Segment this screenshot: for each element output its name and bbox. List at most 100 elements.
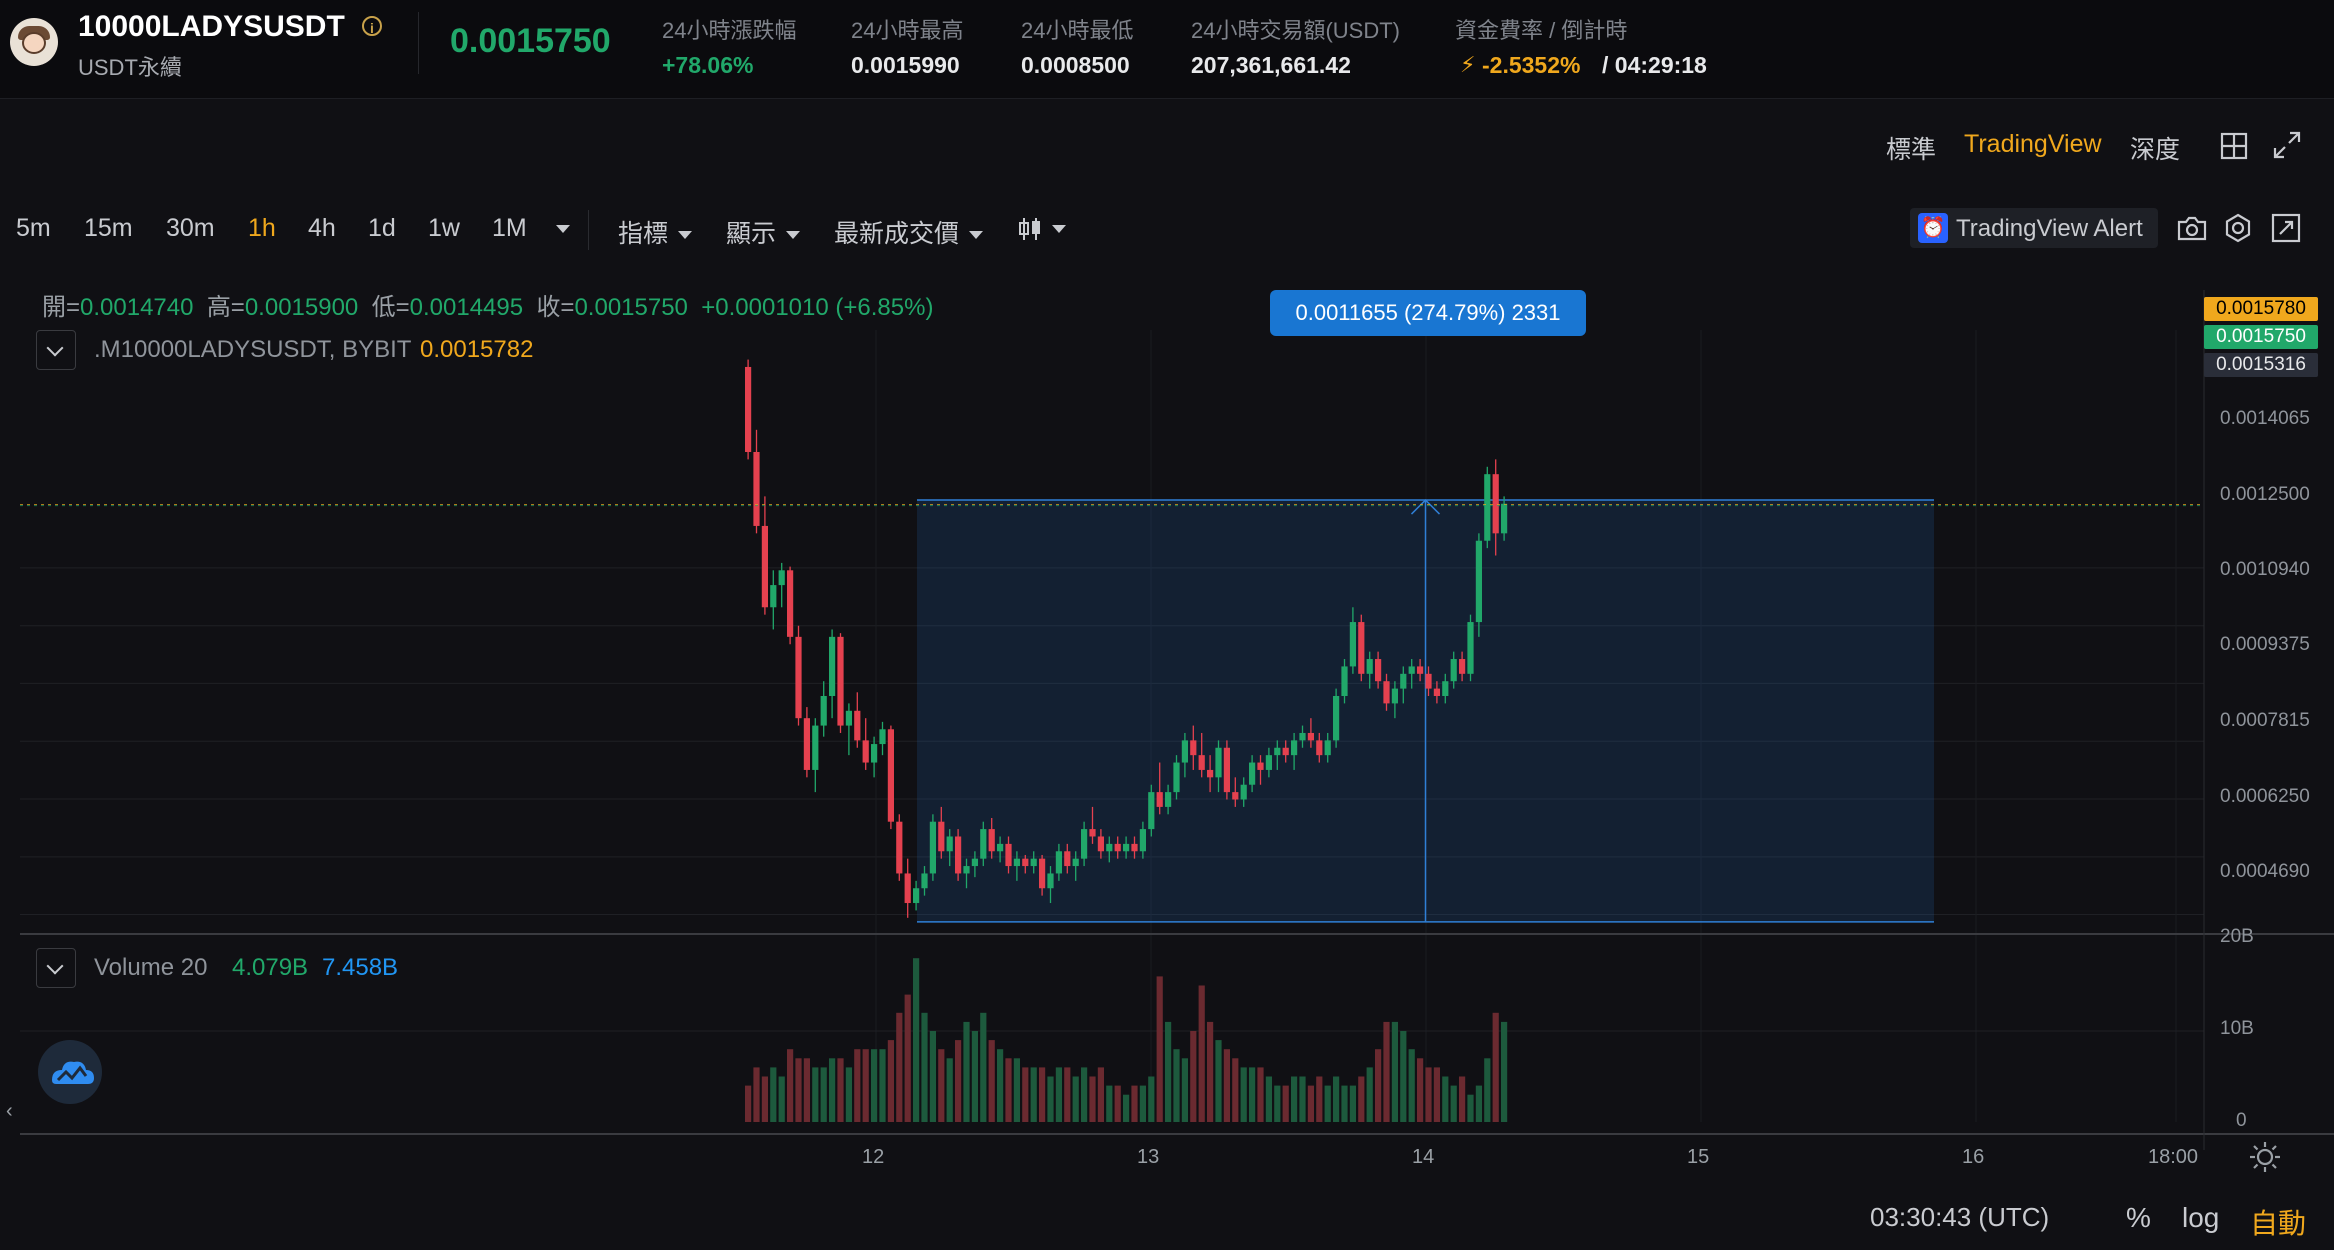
timeframe-1h[interactable]: 1h <box>248 214 276 242</box>
chart-type-menu[interactable] <box>1018 214 1066 243</box>
ticker-bar: 10000LADYSUSDT i USDT永續 0.0015750 24小時漲跌… <box>0 0 2334 99</box>
legend-collapse-button[interactable] <box>36 330 76 370</box>
fullscreen-chart-icon[interactable] <box>2270 212 2302 244</box>
volume-bar <box>1055 1067 1062 1122</box>
time-axis-label: 13 <box>1137 1146 1160 1168</box>
volume-bar <box>1274 1085 1281 1122</box>
volume-label: Volume 20 <box>94 954 208 981</box>
price-axis-label: 0.0009375 <box>2220 634 2310 655</box>
timeframe-5m[interactable]: 5m <box>16 214 51 242</box>
timeframe-1d[interactable]: 1d <box>368 214 396 242</box>
volume-bar <box>1190 1031 1197 1122</box>
timeframe-more-dropdown[interactable] <box>546 214 570 243</box>
volume-bar <box>1181 1058 1188 1122</box>
fullscreen-icon[interactable] <box>2272 130 2302 160</box>
layout-grid-icon[interactable] <box>2220 132 2248 160</box>
legend-price: 0.0015782 <box>420 336 534 363</box>
sun-settings-icon[interactable] <box>2248 1140 2282 1174</box>
candle-body <box>1064 851 1071 867</box>
chevron-down-icon <box>678 231 693 240</box>
candle-body <box>778 570 785 586</box>
stat-label-change: 24小時漲跌幅 <box>662 18 797 43</box>
volume-bar <box>1240 1067 1247 1122</box>
candle-body <box>1055 851 1062 874</box>
candle-body <box>1299 732 1306 741</box>
volume-bar <box>1072 1076 1079 1122</box>
alert-label: TradingView Alert <box>1956 215 2143 242</box>
bybit-logo[interactable] <box>38 1040 102 1104</box>
tab-tradingview[interactable]: TradingView <box>1964 130 2102 158</box>
indicators-label: 指標 <box>618 220 669 248</box>
volume-bar <box>971 1031 978 1122</box>
info-icon[interactable]: i <box>362 16 382 36</box>
display-menu[interactable]: 顯示 <box>726 214 801 250</box>
timeframe-4h[interactable]: 4h <box>308 214 336 242</box>
coin-avatar <box>10 18 58 66</box>
volume-bar <box>1442 1076 1449 1122</box>
volume-bar <box>1450 1085 1457 1122</box>
candle-body <box>1131 843 1138 852</box>
tradingview-alert-button[interactable]: ⏰ TradingView Alert <box>1910 208 2158 248</box>
candle-body <box>913 888 920 904</box>
price-chart[interactable] <box>0 270 2334 1150</box>
auto-scale-toggle[interactable]: 自動 <box>2250 1208 2307 1239</box>
chevron-down-icon <box>786 231 801 240</box>
price-axis-label: 0.0006250 <box>2220 786 2310 807</box>
volume-bar <box>1022 1067 1029 1122</box>
volume-bar <box>1400 1031 1407 1122</box>
candle-body <box>955 836 962 874</box>
settings-icon[interactable] <box>2222 212 2254 244</box>
candle-body <box>1375 659 1382 682</box>
volume-bar <box>1484 1058 1491 1122</box>
chevron-down-icon <box>1052 225 1066 234</box>
volume-bar <box>1316 1076 1323 1122</box>
volume-bar <box>753 1067 760 1122</box>
candle-body <box>1417 666 1424 674</box>
candle-body <box>1114 843 1121 852</box>
volume-bar <box>1064 1067 1071 1122</box>
candle-body <box>1173 762 1180 793</box>
candle-body <box>1400 673 1407 689</box>
volume-bar <box>1492 1012 1499 1122</box>
low-value: 0.0014495 <box>409 294 524 321</box>
volume-bar <box>904 994 911 1122</box>
camera-icon[interactable] <box>2176 214 2208 242</box>
stat-label-low: 24小時最低 <box>1021 18 1134 43</box>
candle-body <box>745 366 752 452</box>
time-axis-label: 18:00 <box>2148 1146 2199 1168</box>
symbol-name[interactable]: 10000LADYSUSDT <box>78 10 345 43</box>
volume-bar <box>929 1031 936 1122</box>
timeframe-30m[interactable]: 30m <box>166 214 215 242</box>
candle-body <box>820 696 827 726</box>
volume-bar <box>946 1058 953 1122</box>
candle-body <box>812 725 819 770</box>
stat-label-funding: 資金費率 / 倒計時 <box>1455 18 1628 43</box>
candle-body <box>1097 836 1104 852</box>
volume-bar <box>820 1067 827 1122</box>
candle-body <box>1484 474 1491 541</box>
timeframe-1w[interactable]: 1w <box>428 214 460 242</box>
log-scale-toggle[interactable]: log <box>2182 1202 2220 1233</box>
chevron-left-icon[interactable]: ‹ <box>6 1100 13 1122</box>
candlestick-icon <box>1019 218 1040 241</box>
high-label: 高= <box>206 294 245 321</box>
volume-bar <box>1148 1076 1155 1122</box>
volume-bar <box>896 1012 903 1122</box>
volume-bar <box>829 1058 836 1122</box>
volume-collapse-button[interactable] <box>36 948 76 988</box>
contract-type: USDT永續 <box>78 55 182 80</box>
volume-bar <box>963 1021 970 1122</box>
volume-axis-label: 0 <box>2236 1110 2247 1131</box>
tab-depth[interactable]: 深度 <box>2130 136 2181 164</box>
percent-scale-toggle[interactable]: % <box>2126 1202 2151 1233</box>
indicators-menu[interactable]: 指標 <box>618 214 693 250</box>
price-type-menu[interactable]: 最新成交價 <box>834 214 984 250</box>
timeframe-1M[interactable]: 1M <box>492 214 527 242</box>
volume-bar <box>1333 1076 1340 1122</box>
tab-standard[interactable]: 標準 <box>1886 136 1937 164</box>
candle-body <box>787 570 794 637</box>
candle-body <box>1039 858 1046 889</box>
volume-bar <box>1039 1067 1046 1122</box>
lightning-icon: ⚡ <box>1460 52 1476 77</box>
timeframe-15m[interactable]: 15m <box>84 214 133 242</box>
